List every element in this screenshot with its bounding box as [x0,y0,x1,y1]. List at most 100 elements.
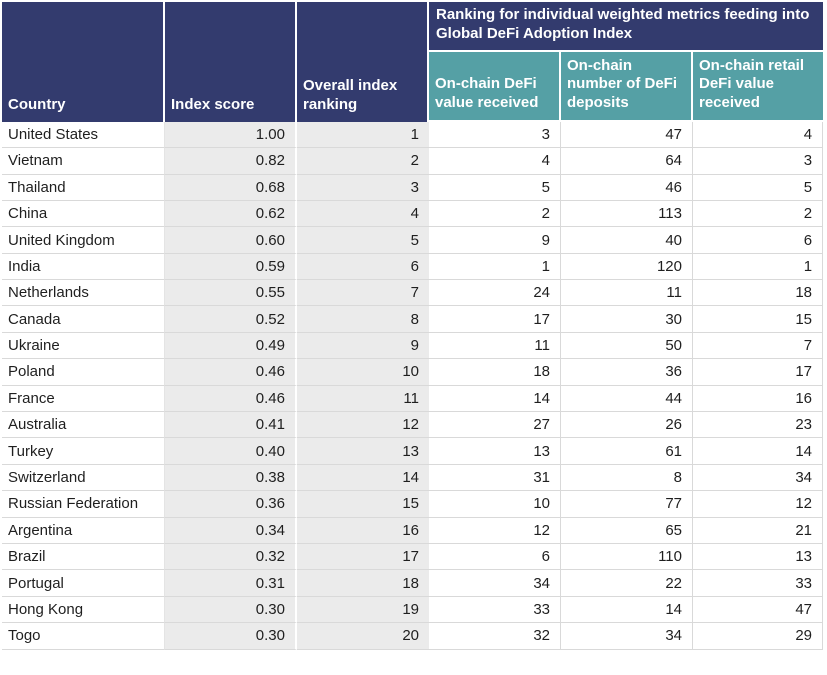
column-header-onchain-defi-value-received: On-chain DeFi value received [429,51,561,122]
table-row: Hong Kong 0.30 19 33 14 47 [2,596,824,624]
onchain-number-of-defi-deposits-cell: 47 [561,121,693,149]
column-header-index-score: Index score [165,2,297,122]
onchain-retail-defi-value-received-cell: 21 [693,517,824,544]
column-group-header-weighted-metrics: Ranking for individual weighted metrics … [429,2,824,52]
onchain-number-of-defi-deposits-cell: 120 [561,253,693,281]
defi-adoption-index-table: Country Index score Overall index rankin… [2,2,824,650]
index-score-cell: 0.34 [165,517,297,544]
onchain-defi-value-received-cell: 12 [429,517,561,544]
index-score-cell: 0.30 [165,596,297,624]
country-cell: Thailand [2,174,165,201]
table-row: Vietnam 0.82 2 4 64 3 [2,148,824,175]
onchain-retail-defi-value-received-cell: 15 [693,306,824,333]
table-row: Portugal 0.31 18 34 22 33 [2,570,824,597]
country-cell: India [2,253,165,281]
table-row: Ukraine 0.49 9 11 50 7 [2,332,824,360]
onchain-number-of-defi-deposits-cell: 61 [561,438,693,465]
table-row: France 0.46 11 14 44 16 [2,385,824,413]
table-row: United States 1.00 1 3 47 4 [2,121,824,149]
onchain-number-of-defi-deposits-cell: 113 [561,200,693,228]
country-cell: Netherlands [2,280,165,307]
overall-index-ranking-cell: 3 [297,174,429,201]
index-score-cell: 0.46 [165,359,297,386]
column-header-country: Country [2,2,165,122]
index-score-cell: 0.40 [165,438,297,465]
country-cell: Canada [2,306,165,333]
onchain-retail-defi-value-received-cell: 7 [693,332,824,360]
onchain-retail-defi-value-received-cell: 33 [693,570,824,597]
onchain-number-of-defi-deposits-cell: 30 [561,306,693,333]
overall-index-ranking-cell: 20 [297,623,429,650]
overall-index-ranking-cell: 16 [297,517,429,544]
onchain-defi-value-received-cell: 6 [429,544,561,571]
onchain-retail-defi-value-received-cell: 14 [693,438,824,465]
table-row: Brazil 0.32 17 6 110 13 [2,544,824,571]
table-row: India 0.59 6 1 120 1 [2,253,824,281]
overall-index-ranking-cell: 14 [297,464,429,492]
country-cell: Russian Federation [2,491,165,518]
onchain-defi-value-received-cell: 18 [429,359,561,386]
table-row: Canada 0.52 8 17 30 15 [2,306,824,333]
table-row: Switzerland 0.38 14 31 8 34 [2,464,824,492]
table-row: Poland 0.46 10 18 36 17 [2,359,824,386]
index-score-cell: 0.41 [165,412,297,439]
onchain-retail-defi-value-received-cell: 4 [693,121,824,149]
overall-index-ranking-cell: 9 [297,332,429,360]
onchain-defi-value-received-cell: 32 [429,623,561,650]
table-row: United Kingdom 0.60 5 9 40 6 [2,227,824,254]
onchain-defi-value-received-cell: 1 [429,253,561,281]
onchain-number-of-defi-deposits-cell: 14 [561,596,693,624]
onchain-number-of-defi-deposits-cell: 110 [561,544,693,571]
onchain-retail-defi-value-received-cell: 23 [693,412,824,439]
country-cell: United States [2,121,165,149]
country-cell: China [2,200,165,228]
index-score-cell: 0.30 [165,623,297,650]
onchain-defi-value-received-cell: 3 [429,121,561,149]
country-cell: Argentina [2,517,165,544]
onchain-retail-defi-value-received-cell: 3 [693,148,824,175]
overall-index-ranking-cell: 2 [297,148,429,175]
index-score-cell: 0.31 [165,570,297,597]
overall-index-ranking-cell: 4 [297,200,429,228]
overall-index-ranking-cell: 5 [297,227,429,254]
table-row: Netherlands 0.55 7 24 11 18 [2,280,824,307]
country-cell: France [2,385,165,413]
country-cell: Vietnam [2,148,165,175]
index-score-cell: 0.52 [165,306,297,333]
overall-index-ranking-cell: 11 [297,385,429,413]
index-score-cell: 0.32 [165,544,297,571]
country-cell: Brazil [2,544,165,571]
country-cell: United Kingdom [2,227,165,254]
onchain-number-of-defi-deposits-cell: 36 [561,359,693,386]
column-header-overall-index-ranking: Overall index ranking [297,2,429,122]
onchain-retail-defi-value-received-cell: 29 [693,623,824,650]
onchain-retail-defi-value-received-cell: 47 [693,596,824,624]
onchain-retail-defi-value-received-cell: 5 [693,174,824,201]
index-score-cell: 1.00 [165,121,297,149]
onchain-defi-value-received-cell: 33 [429,596,561,624]
onchain-retail-defi-value-received-cell: 2 [693,200,824,228]
onchain-retail-defi-value-received-cell: 13 [693,544,824,571]
onchain-defi-value-received-cell: 31 [429,464,561,492]
index-score-cell: 0.59 [165,253,297,281]
onchain-number-of-defi-deposits-cell: 46 [561,174,693,201]
index-score-cell: 0.60 [165,227,297,254]
country-cell: Portugal [2,570,165,597]
onchain-number-of-defi-deposits-cell: 64 [561,148,693,175]
country-cell: Poland [2,359,165,386]
onchain-number-of-defi-deposits-cell: 22 [561,570,693,597]
table-row: Thailand 0.68 3 5 46 5 [2,174,824,201]
onchain-defi-value-received-cell: 4 [429,148,561,175]
onchain-retail-defi-value-received-cell: 6 [693,227,824,254]
overall-index-ranking-cell: 19 [297,596,429,624]
onchain-number-of-defi-deposits-cell: 34 [561,623,693,650]
onchain-number-of-defi-deposits-cell: 50 [561,332,693,360]
onchain-retail-defi-value-received-cell: 1 [693,253,824,281]
onchain-retail-defi-value-received-cell: 16 [693,385,824,413]
onchain-defi-value-received-cell: 17 [429,306,561,333]
onchain-number-of-defi-deposits-cell: 77 [561,491,693,518]
overall-index-ranking-cell: 18 [297,570,429,597]
onchain-retail-defi-value-received-cell: 12 [693,491,824,518]
column-header-onchain-number-of-defi-deposits: On-chain number of DeFi deposits [561,51,693,122]
table-row: China 0.62 4 2 113 2 [2,200,824,228]
